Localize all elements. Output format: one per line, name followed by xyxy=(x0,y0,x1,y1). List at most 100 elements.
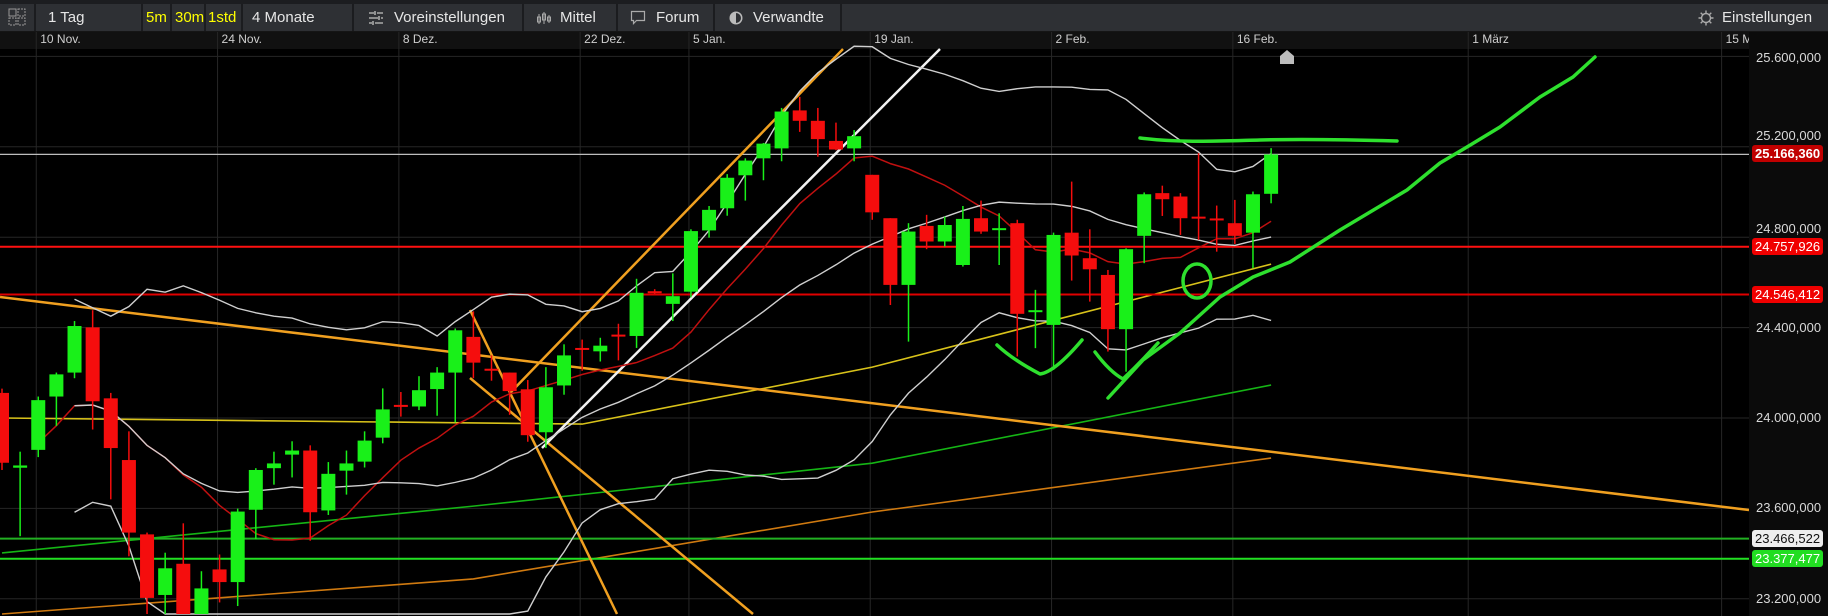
candle-12-08 xyxy=(393,392,408,417)
candle-body xyxy=(1046,234,1061,325)
candle-body xyxy=(230,511,245,583)
price-tick-label: 24.800,000 xyxy=(1756,220,1822,236)
top-strip xyxy=(0,0,1828,4)
candle-12-09 xyxy=(411,376,426,411)
price-axis[interactable] xyxy=(1749,32,1828,616)
candle-body xyxy=(647,291,662,294)
candlestick-chart[interactable] xyxy=(0,0,1749,616)
candle-12-19 xyxy=(557,344,572,395)
bottom-drawing xyxy=(995,338,1084,376)
candle-02-02 xyxy=(1046,232,1061,370)
date-tick-label: 2 Feb. xyxy=(1055,32,1090,46)
candle-body xyxy=(538,387,553,433)
circle-drawing xyxy=(1181,262,1213,300)
candle-02-13 xyxy=(1209,205,1224,252)
candle-02-09 xyxy=(1137,192,1152,264)
interval-selector[interactable]: 1 Tag xyxy=(48,9,85,26)
range-selector[interactable]: 4 Monate xyxy=(252,9,315,26)
candle-12-30 xyxy=(647,289,662,294)
date-tick-label: 8 Dez. xyxy=(402,32,438,46)
candle-11-21 xyxy=(194,571,209,614)
candle-body xyxy=(31,400,46,450)
candle-body xyxy=(1155,193,1170,200)
candle-body xyxy=(629,292,644,336)
grid-layout-icon[interactable] xyxy=(8,8,26,26)
interval-5m[interactable]: 5m xyxy=(146,9,167,26)
candle-12-17 xyxy=(520,380,535,442)
level-label: 24.757,926 xyxy=(1752,237,1824,255)
candle-body xyxy=(303,450,318,513)
bollinger-lower-band xyxy=(74,312,1272,615)
candle-01-09 xyxy=(756,142,771,181)
interval-1std[interactable]: 1std xyxy=(208,9,237,26)
candle-11-12 xyxy=(67,321,82,379)
candle-01-19 xyxy=(865,174,880,220)
candle-body xyxy=(266,463,281,469)
orange-downtrend-line[interactable] xyxy=(0,295,1749,512)
candle-01-16 xyxy=(847,130,862,162)
candle-body xyxy=(176,563,191,614)
candle-11-17 xyxy=(121,431,136,557)
candle-12-15 xyxy=(484,355,499,381)
candle-11-19 xyxy=(158,552,173,614)
candle-02-03 xyxy=(1064,181,1079,281)
candle-body xyxy=(466,336,481,363)
separator xyxy=(352,4,354,31)
sliders-icon xyxy=(369,11,383,25)
gear-icon xyxy=(1698,10,1714,26)
orange-steep-line[interactable] xyxy=(468,309,619,615)
candle-11-26 xyxy=(248,468,263,540)
candle-body xyxy=(937,224,952,242)
candle-body xyxy=(285,450,300,455)
separator xyxy=(616,4,618,31)
candle-body xyxy=(828,140,843,150)
candle-01-07 xyxy=(720,174,735,216)
date-tick-label: 1 März xyxy=(1472,32,1509,46)
candle-02-11 xyxy=(1173,193,1188,235)
candle-body xyxy=(1100,274,1115,330)
candle-body xyxy=(683,231,698,292)
interval-30m[interactable]: 30m xyxy=(175,9,205,26)
candle-12-03 xyxy=(339,450,354,495)
related-circle-icon xyxy=(729,11,743,25)
candle-body xyxy=(774,111,789,149)
candle-01-13 xyxy=(792,96,807,132)
candle-body xyxy=(901,231,916,285)
candle-11-24 xyxy=(212,554,227,603)
white-channel-line[interactable] xyxy=(541,48,941,449)
candle-body xyxy=(1082,258,1097,270)
candle-body xyxy=(248,469,263,510)
separator xyxy=(170,4,172,31)
candle-11-07 xyxy=(13,451,28,537)
candle-12-18 xyxy=(538,367,553,449)
candle-body xyxy=(1010,223,1025,314)
chart-toolbar: 1 Tag 5m 30m 1std 4 Monate Voreinstellun… xyxy=(0,4,1828,32)
candle-11-18 xyxy=(140,532,155,614)
scroll-to-latest-icon[interactable] xyxy=(1280,50,1294,64)
orange-steep-line[interactable] xyxy=(469,377,754,615)
candle-01-26 xyxy=(955,206,970,267)
trendline-drawings xyxy=(0,48,1749,615)
candle-body xyxy=(484,368,499,371)
forum-label: Forum xyxy=(656,9,700,26)
candle-body xyxy=(974,218,989,232)
candle-01-21 xyxy=(901,223,916,342)
uptrend-drawing xyxy=(1106,55,1597,400)
candle-body xyxy=(13,465,28,468)
candle-12-04 xyxy=(357,431,372,468)
candle-01-06 xyxy=(702,206,717,238)
candle-body xyxy=(1064,232,1079,256)
candle-body xyxy=(792,110,807,121)
orange-channel-line[interactable] xyxy=(509,48,844,394)
candle-01-12 xyxy=(774,107,789,162)
candle-01-28 xyxy=(992,213,1007,265)
separator xyxy=(141,4,143,31)
date-tick-label: 24 Nov. xyxy=(221,32,263,46)
candle-12-11 xyxy=(448,328,463,423)
candle-body xyxy=(611,334,626,337)
candle-body xyxy=(1028,310,1043,313)
level-label: 23.377,477 xyxy=(1752,549,1824,567)
candle-12-05 xyxy=(375,388,390,444)
candle-body xyxy=(321,473,336,511)
candle-body xyxy=(847,136,862,149)
